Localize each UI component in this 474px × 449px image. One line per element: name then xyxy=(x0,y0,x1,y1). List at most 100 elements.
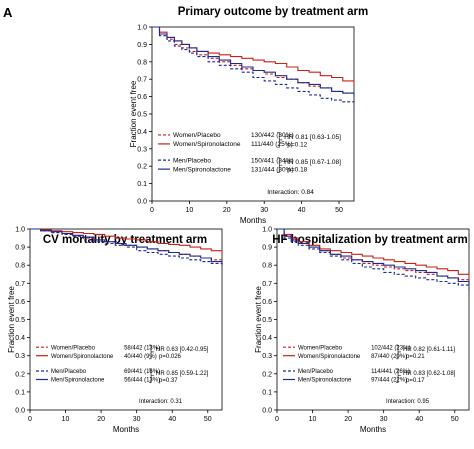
hr-note: HR 0.63 [0.42-0.95] xyxy=(156,347,209,353)
y-tick-label: 1.0 xyxy=(137,25,147,32)
y-tick-label: 0.1 xyxy=(137,181,147,188)
x-axis-label: Months xyxy=(360,425,386,434)
chart-title: Primary outcome by treatment arm xyxy=(178,6,368,18)
x-tick-label: 40 xyxy=(168,416,176,423)
legend-label: Men/Placebo xyxy=(173,157,211,164)
x-tick-label: 50 xyxy=(204,416,212,423)
series-line-men-spironolactone xyxy=(277,228,470,286)
x-tick-label: 0 xyxy=(150,207,154,214)
p-value: p=0.18 xyxy=(287,167,307,174)
y-tick-label: 0.1 xyxy=(262,389,272,396)
legend-label: Women/Spironolactone xyxy=(298,354,361,360)
legend-count: 102/442 (23%) xyxy=(371,345,410,351)
y-tick-label: 0.4 xyxy=(262,335,272,342)
hr-note: HR 0.85 [0.67-1.08] xyxy=(284,159,341,166)
y-tick-label: 0.9 xyxy=(262,245,272,252)
x-tick-label: 40 xyxy=(298,207,306,214)
legend-brace xyxy=(149,344,155,360)
legend-count: 40/440 (9%) xyxy=(124,354,157,360)
x-tick-label: 30 xyxy=(380,416,388,423)
legend-count: 56/444 (13%) xyxy=(124,378,160,384)
p-value: p=0.21 xyxy=(406,354,425,360)
plot-frame xyxy=(151,26,355,202)
legend-count: 114/441 (26%) xyxy=(371,369,410,375)
y-tick-label: 0.3 xyxy=(137,146,147,153)
y-tick-label: 0.4 xyxy=(137,129,147,136)
legend-count: 131/444 (30%) xyxy=(251,166,294,173)
y-tick-label: 0.0 xyxy=(262,408,272,415)
y-tick-label: 1.0 xyxy=(15,227,25,234)
legend-brace xyxy=(277,157,283,173)
y-tick-label: 0.4 xyxy=(15,335,25,342)
hr-note: HR 0.81 [0.63-1.05] xyxy=(284,134,341,141)
legend-brace xyxy=(396,368,402,383)
chart-primary: Primary outcome by treatment arm 0 10 20 30 4… xyxy=(129,6,368,225)
x-tick-label: 40 xyxy=(415,416,423,423)
x-tick-label: 10 xyxy=(309,416,317,423)
y-tick-label: 0.8 xyxy=(15,263,25,270)
series-line-men-placebo xyxy=(277,228,470,291)
x-tick-label: 30 xyxy=(133,416,141,423)
series-line-women-spironolactone xyxy=(152,26,355,85)
y-tick-label: 0.2 xyxy=(262,371,272,378)
legend-label: Men/Placebo xyxy=(298,369,334,375)
y-axis-label: Fraction event free xyxy=(129,80,138,147)
y-tick-label: 0.1 xyxy=(15,389,25,396)
series-line-women-spironolactone xyxy=(277,228,470,278)
y-tick-label: 0.6 xyxy=(137,94,147,101)
chart-hfhosp: HF hospitalization by treatment arm 0 10 20… xyxy=(254,227,470,434)
x-axis-label: Months xyxy=(113,425,139,434)
hr-note: HR 0.83 [0.62-1.08] xyxy=(403,371,456,377)
y-tick-label: 0.8 xyxy=(262,263,272,270)
legend-label: Men/Spironolactone xyxy=(173,166,231,173)
series-line-men-placebo xyxy=(152,26,355,106)
p-value: p=0.12 xyxy=(287,141,307,148)
legend-count: 150/441 (34%) xyxy=(251,157,294,164)
chart-cvmort: CV mortality by treatment arm 0 10 20 30 40 50… xyxy=(7,227,223,434)
x-tick-label: 10 xyxy=(62,416,70,423)
y-tick-label: 0.3 xyxy=(262,353,272,360)
y-tick-label: 0.3 xyxy=(15,353,25,360)
x-tick-label: 20 xyxy=(344,416,352,423)
y-axis-label: Fraction event free xyxy=(254,286,263,353)
legend-count: 97/444 (22%) xyxy=(371,378,407,384)
legend-brace xyxy=(149,368,155,383)
x-tick-label: 20 xyxy=(97,416,105,423)
legend-label: Women/Placebo xyxy=(173,132,221,139)
y-tick-label: 0.7 xyxy=(262,281,272,288)
legend-count: 130/442 (30%) xyxy=(251,132,294,139)
hr-note: HR 0.85 [0.59-1.22] xyxy=(156,371,209,377)
y-tick-label: 1.0 xyxy=(262,227,272,234)
legend-label: Men/Spironolactone xyxy=(298,378,352,384)
panel-label: A xyxy=(3,5,13,20)
y-tick-label: 0.9 xyxy=(15,245,25,252)
legend-count: 87/440 (20%) xyxy=(371,354,407,360)
series-line-men-placebo xyxy=(30,228,223,267)
legend-brace xyxy=(277,132,283,148)
legend-count: 69/441 (16%) xyxy=(124,369,160,375)
chart-title: CV mortality by treatment arm xyxy=(43,234,207,246)
y-axis-label: Fraction event free xyxy=(7,286,16,353)
x-axis-label: Months xyxy=(240,216,266,225)
y-tick-label: 0.9 xyxy=(137,42,147,49)
series-line-men-spironolactone xyxy=(30,228,223,266)
hr-note: HR 0.82 [0.61-1.11] xyxy=(403,347,455,353)
p-value: p=0.37 xyxy=(159,378,178,384)
x-tick-label: 30 xyxy=(260,207,268,214)
x-tick-label: 50 xyxy=(335,207,343,214)
legend-count: 111/440 (25%) xyxy=(251,141,293,148)
x-tick-label: 20 xyxy=(223,207,231,214)
y-tick-label: 0.6 xyxy=(15,299,25,306)
x-tick-label: 0 xyxy=(28,416,32,423)
interaction-note: Interaction: 0.84 xyxy=(267,189,314,196)
p-value: p=0.026 xyxy=(159,354,182,360)
legend-label: Women/Spironolactone xyxy=(173,141,241,148)
chart-title: HF hospitalization by treatment arm xyxy=(272,234,468,246)
p-value: p=0.17 xyxy=(406,378,425,384)
legend-label: Women/Placebo xyxy=(51,345,96,351)
legend-label: Women/Spironolactone xyxy=(51,354,114,360)
y-tick-label: 0.0 xyxy=(15,408,25,415)
y-tick-label: 0.7 xyxy=(15,281,25,288)
legend-label: Women/Placebo xyxy=(298,345,343,351)
